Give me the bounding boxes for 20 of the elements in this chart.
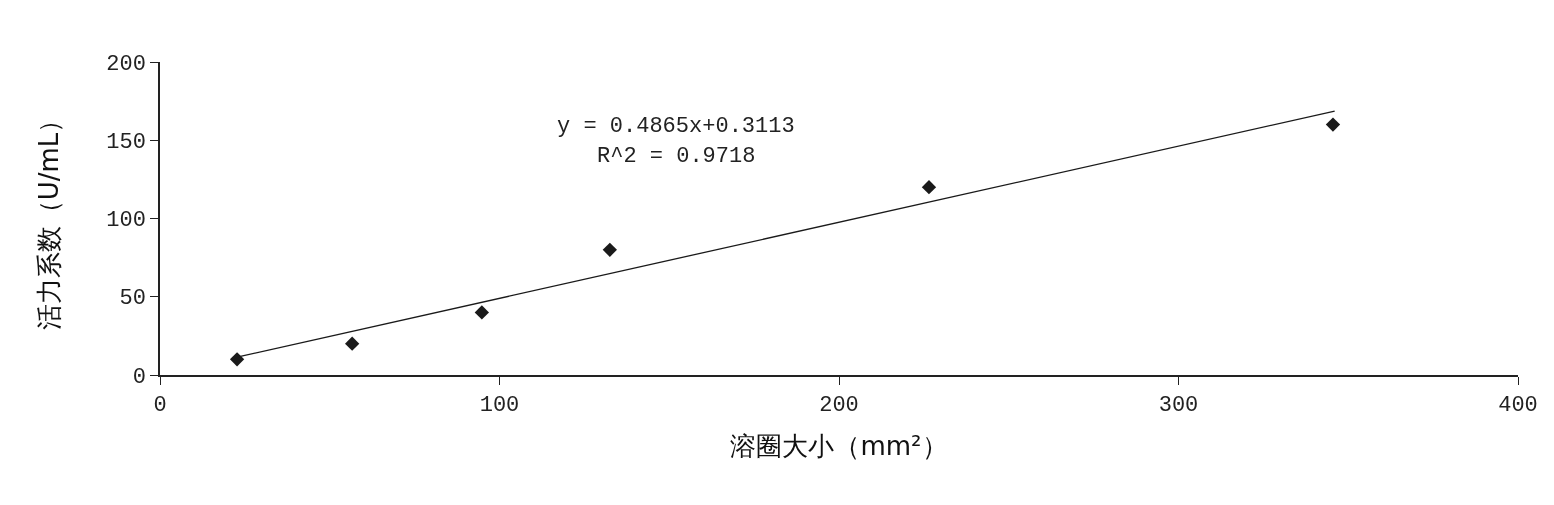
x-tick-label: 0 [153,393,167,419]
point [229,352,245,367]
y-tick-label: 50 [119,286,146,312]
point [474,305,489,320]
y-axis-title: 活力系数（U/mL） [34,106,65,331]
x-tick-label: 100 [479,393,520,419]
x-axis-title: 溶圈大小（mm²） [730,431,948,462]
point [602,242,617,257]
y-tick-label: 150 [106,129,146,155]
point [1325,117,1341,132]
x-tick-label: 300 [1158,393,1199,419]
x-tick-label: 400 [1498,393,1538,419]
annotation: y = 0.4865x+0.3113 [557,114,795,139]
point [345,336,360,351]
y-tick-label: 100 [106,208,146,234]
point [921,180,937,195]
y-tick-label: 0 [132,364,146,390]
y-tick-label: 200 [106,51,146,77]
annotation: R^2 = 0.9718 [597,144,756,169]
x-tick-label: 200 [819,393,859,419]
